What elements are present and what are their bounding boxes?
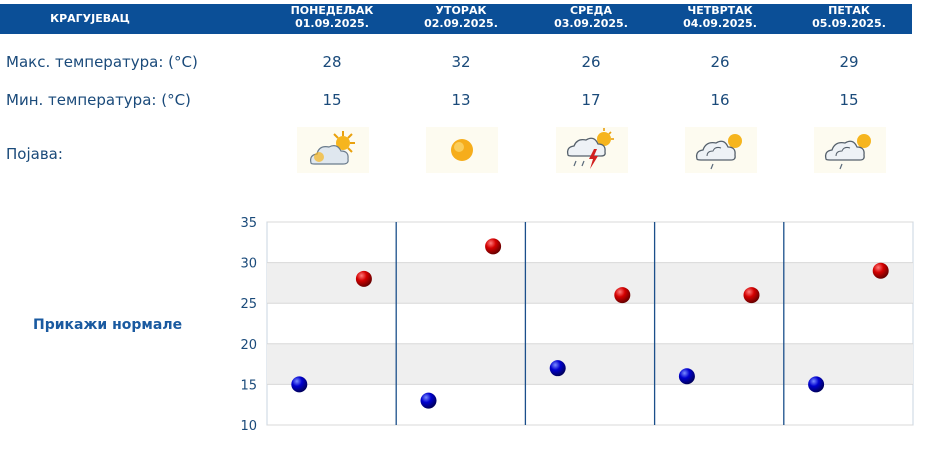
max-temp-point <box>355 270 372 287</box>
max-temp-value: 29 <box>839 53 859 71</box>
y-tick-label: 20 <box>240 338 257 353</box>
y-tick-label: 35 <box>240 216 257 231</box>
min-temp-point <box>549 360 566 377</box>
phenomenon-label: Појава: <box>6 145 63 163</box>
day-header: УТОРАК 02.09.2025. <box>401 4 521 34</box>
day-name: ЧЕТВРТАК <box>687 4 753 17</box>
min-temp-point <box>808 376 825 393</box>
cloudy-rain-sun-icon <box>685 127 757 173</box>
plot-area <box>266 221 914 426</box>
day-name: УТОРАК <box>435 4 487 17</box>
city-name: КРАГУЈЕВАЦ <box>50 12 130 25</box>
grid-band <box>267 262 913 304</box>
min-temp-value: 15 <box>322 91 342 109</box>
min-temp-point <box>678 368 695 385</box>
partly-sunny-icon <box>297 127 369 173</box>
min-temp-value: 15 <box>839 91 859 109</box>
cloudy-rain-sun-icon <box>814 127 886 173</box>
day-header: СРЕДА 03.09.2025. <box>531 4 651 34</box>
max-temp-value: 32 <box>451 53 471 71</box>
day-date: 05.09.2025. <box>812 17 886 30</box>
max-temp-value: 26 <box>581 53 601 71</box>
y-tick-label: 25 <box>240 297 257 312</box>
max-temp-point <box>614 287 631 304</box>
forecast-header: КРАГУЈЕВАЦ ПОНЕДЕЉАК 01.09.2025. УТОРАК … <box>0 4 912 34</box>
max-temp-label: Макс. температура: (°C) <box>6 53 198 71</box>
sunny-icon <box>426 127 498 173</box>
show-normals-link[interactable]: Прикажи нормале <box>33 317 183 333</box>
max-temp-value: 26 <box>710 53 730 71</box>
min-temp-point <box>420 392 437 409</box>
max-temp-value: 28 <box>322 53 342 71</box>
min-temp-value: 17 <box>581 91 601 109</box>
day-name: ПЕТАК <box>828 4 870 17</box>
thunderstorm-rain-icon <box>556 127 628 173</box>
day-header: ЧЕТВРТАК 04.09.2025. <box>660 4 780 34</box>
max-temp-point <box>872 262 889 279</box>
max-temp-point <box>743 287 760 304</box>
day-name: СРЕДА <box>570 4 612 17</box>
day-header: ПЕТАК 05.09.2025. <box>789 4 909 34</box>
day-date: 03.09.2025. <box>554 17 628 30</box>
max-temp-point <box>485 238 502 255</box>
day-name: ПОНЕДЕЉАК <box>290 4 374 17</box>
min-temp-point <box>291 376 308 393</box>
y-tick-label: 30 <box>240 257 257 272</box>
day-header: ПОНЕДЕЉАК 01.09.2025. <box>272 4 392 34</box>
min-temp-value: 13 <box>451 91 471 109</box>
y-tick-label: 15 <box>240 378 257 393</box>
day-date: 01.09.2025. <box>295 17 369 30</box>
temperature-chart: 10 15 20 25 30 35 <box>240 216 914 434</box>
min-temp-value: 16 <box>710 91 730 109</box>
day-date: 02.09.2025. <box>424 17 498 30</box>
min-temp-label: Мин. температура: (°C) <box>6 91 191 109</box>
y-tick-label: 10 <box>240 419 257 434</box>
grid-band <box>267 343 913 385</box>
day-date: 04.09.2025. <box>683 17 757 30</box>
